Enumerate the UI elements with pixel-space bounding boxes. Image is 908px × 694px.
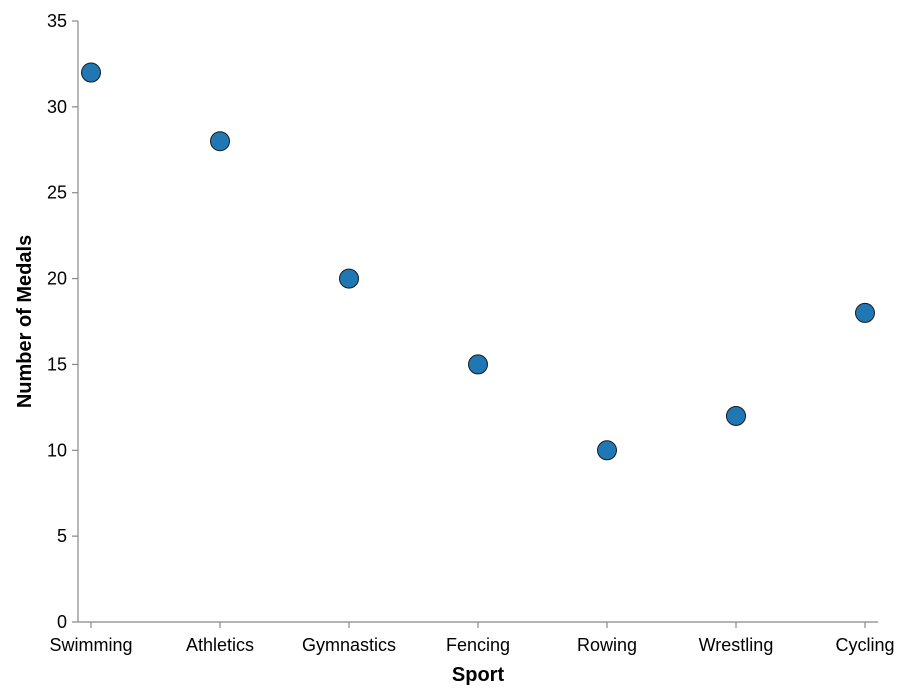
x-tick-label: Fencing bbox=[446, 635, 510, 655]
y-axis: 0 5 10 15 20 25 30 35 bbox=[47, 11, 79, 632]
y-tick-label: 35 bbox=[47, 11, 67, 31]
data-point bbox=[726, 405, 746, 426]
y-tick-label: 20 bbox=[47, 269, 67, 289]
x-tick-label: Athletics bbox=[186, 635, 254, 655]
y-tick-label: 5 bbox=[57, 526, 67, 546]
data-point bbox=[597, 440, 617, 461]
x-axis-title: Sport bbox=[452, 664, 505, 686]
y-tick-label: 0 bbox=[57, 612, 67, 632]
data-points bbox=[81, 62, 875, 461]
y-tick-label: 10 bbox=[47, 440, 67, 460]
data-point bbox=[81, 62, 101, 83]
y-tick-label: 15 bbox=[47, 354, 67, 374]
data-point bbox=[210, 131, 230, 152]
x-tick-label: Swimming bbox=[49, 635, 132, 655]
x-tick-label: Wrestling bbox=[699, 635, 774, 655]
data-point bbox=[855, 302, 875, 323]
data-point bbox=[468, 354, 488, 375]
x-axis: Swimming Athletics Gymnastics Fencing Rowing… bbox=[49, 621, 895, 655]
x-tick-label: Rowing bbox=[577, 635, 637, 655]
data-point bbox=[339, 268, 359, 289]
x-tick-label: Gymnastics bbox=[302, 635, 396, 655]
y-tick-label: 25 bbox=[47, 183, 67, 203]
y-tick-label: 30 bbox=[47, 97, 67, 117]
y-axis-title: Number of Medals bbox=[14, 235, 36, 408]
x-tick-label: Cycling bbox=[835, 635, 894, 655]
